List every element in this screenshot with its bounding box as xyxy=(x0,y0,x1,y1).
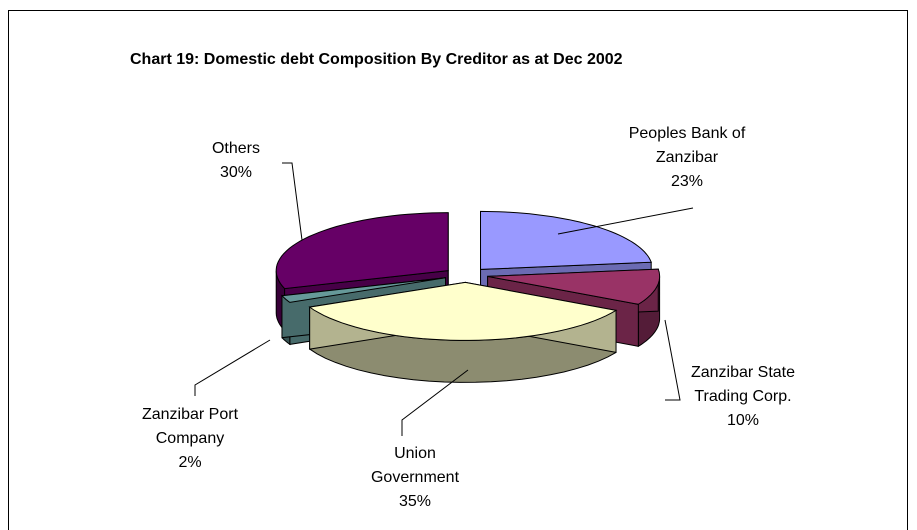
leader-line xyxy=(557,207,694,235)
slice-label: Peoples Bank of Zanzibar 23% xyxy=(629,125,746,190)
pie-slice-top xyxy=(308,281,618,341)
pie-chart: Peoples Bank of Zanzibar 23% Zanzibar State… xyxy=(142,125,795,510)
slice-percent: 23% xyxy=(671,173,703,190)
leader-line xyxy=(194,339,271,396)
slice-name: Trading Corp. xyxy=(694,388,791,405)
slice-percent: 10% xyxy=(727,412,759,429)
leader-line xyxy=(664,319,681,401)
slice-label: Zanzibar State Trading Corp. 10% xyxy=(691,364,795,429)
slice-name: Union xyxy=(394,445,436,462)
chart-title: Chart 19: Domestic debt Composition By C… xyxy=(130,51,623,68)
slice-percent: 30% xyxy=(220,164,252,181)
pie-slice-top xyxy=(487,268,661,305)
slice-name: Company xyxy=(156,430,224,447)
pie-slice xyxy=(308,281,618,383)
slice-name: Zanzibar Port xyxy=(142,406,239,423)
slice-name: Others xyxy=(212,140,260,157)
leader-line xyxy=(401,369,469,436)
slice-label: Union Government 35% xyxy=(371,445,460,510)
slice-name: Zanzibar xyxy=(656,149,719,166)
leader-line xyxy=(282,162,303,241)
pie-slice-top xyxy=(275,212,449,290)
slice-name: Government xyxy=(371,469,460,486)
slice-name: Peoples Bank of xyxy=(629,125,746,142)
slice-label: Others 30% xyxy=(212,140,260,181)
slice-label: Zanzibar Port Company 2% xyxy=(142,406,239,471)
pie-slice-top xyxy=(280,277,446,303)
slice-percent: 2% xyxy=(178,454,201,471)
pie-slice-top xyxy=(479,210,652,270)
slice-percent: 35% xyxy=(399,493,431,510)
slice-name: Zanzibar State xyxy=(691,364,795,381)
chart-area xyxy=(8,10,908,530)
